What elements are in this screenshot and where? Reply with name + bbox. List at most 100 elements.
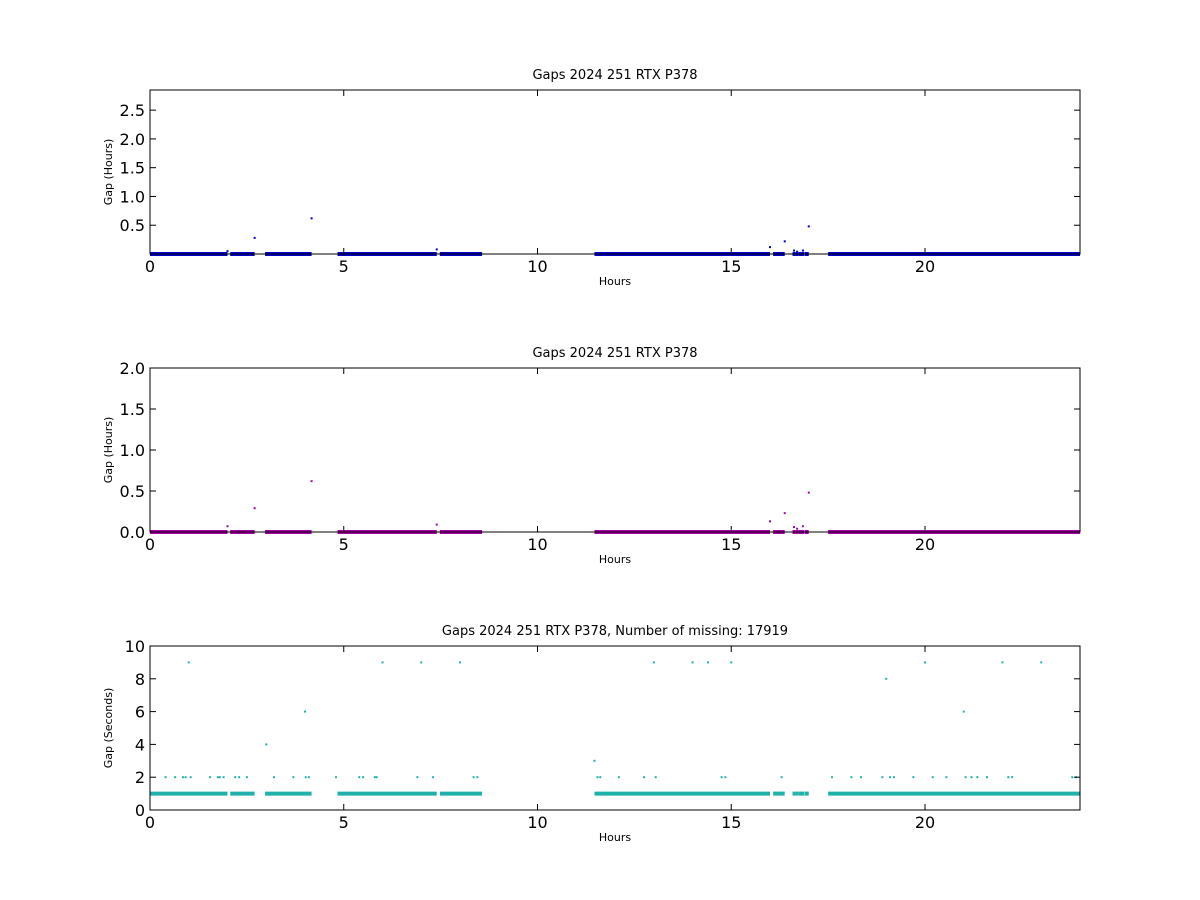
y-axis-label: Gap (Hours) (102, 139, 115, 206)
data-point (796, 250, 799, 253)
data-point (459, 661, 461, 664)
data-point (807, 491, 810, 494)
baseline-point (801, 791, 805, 796)
baseline-point (792, 791, 796, 796)
x-axis-label: Hours (599, 553, 631, 566)
x-axis-label: Hours (599, 831, 631, 844)
data-point (416, 776, 419, 779)
data-point (850, 776, 853, 779)
data-point (310, 217, 313, 220)
data-point (964, 776, 967, 779)
data-point (724, 776, 727, 779)
x-tick-label: 0 (145, 535, 155, 554)
data-point (730, 661, 733, 664)
data-point (593, 759, 596, 762)
y-tick-label: 0.5 (120, 482, 145, 501)
data-point (472, 776, 475, 779)
data-point (885, 677, 888, 680)
data-point (599, 776, 602, 779)
data-point (889, 776, 892, 779)
data-point (216, 776, 219, 779)
data-point (931, 776, 934, 779)
subplot-1: 0 5 10 15 20 0.5 1.0 1.5 2.0 2.5 Gaps 2024 251 RTX… (102, 68, 1081, 288)
y-tick-label: 1.0 (120, 441, 145, 460)
data-point (420, 661, 423, 664)
y-tick-label: 0.0 (120, 523, 145, 542)
data-point (381, 661, 384, 664)
data-point (358, 776, 361, 779)
baseline-point (798, 791, 802, 796)
x-tick-label: 5 (339, 535, 349, 554)
data-point (1011, 776, 1014, 779)
x-tick-label: 10 (527, 535, 547, 554)
x-axis-label: Hours (599, 275, 631, 288)
data-point (1007, 776, 1010, 779)
data-point (976, 776, 979, 779)
data-point (218, 776, 221, 779)
y-axis-label: Gap (Hours) (102, 417, 115, 484)
data-point (164, 776, 167, 779)
y-tick-label: 1.5 (120, 159, 145, 178)
data-point (643, 776, 646, 779)
data-point (174, 776, 177, 779)
data-point (265, 743, 268, 746)
data-point (253, 236, 256, 239)
data-point (783, 512, 786, 515)
data-point (209, 776, 212, 779)
chart-title: Gaps 2024 251 RTX P378 (532, 68, 697, 83)
data-point (304, 776, 307, 779)
data-point (245, 776, 248, 779)
data-point (189, 776, 192, 779)
subplot-3: 0 5 10 15 20 0 2 4 6 8 10 Gaps 2024 251 RTX P378, N… (102, 624, 1081, 844)
chart-title: Gaps 2024 251 RTX P378 (532, 346, 697, 361)
baseline-point (795, 791, 799, 796)
y-tick-label: 2.0 (120, 130, 145, 149)
data-point (226, 250, 229, 253)
chart-title: Gaps 2024 251 RTX P378, Number of missin… (442, 624, 788, 639)
data-point (807, 225, 810, 228)
x-tick-label: 15 (721, 813, 741, 832)
data-point (801, 249, 804, 252)
data-point (924, 661, 926, 664)
data-point (769, 246, 771, 249)
y-tick-label: 10 (125, 637, 145, 656)
data-point (860, 776, 863, 779)
data-point (652, 661, 655, 664)
y-tick-label: 8 (135, 670, 145, 689)
data-point (181, 776, 184, 779)
data-point (373, 776, 376, 779)
x-tick-label: 20 (915, 257, 935, 276)
data-point (720, 776, 723, 779)
data-point (691, 661, 694, 664)
data-point (253, 507, 256, 510)
axes-frame (149, 89, 1081, 255)
data-point (617, 776, 620, 779)
data-point (831, 776, 833, 779)
y-tick-label: 1.5 (120, 400, 145, 419)
data-point (1040, 661, 1043, 664)
y-tick-label: 6 (135, 703, 145, 722)
data-point (783, 240, 786, 243)
data-point (335, 776, 337, 779)
axes-frame (149, 645, 1081, 811)
data-point (310, 480, 313, 483)
x-tick-label: 5 (339, 257, 349, 276)
axes-frame (149, 367, 1081, 533)
y-tick-label: 0 (135, 801, 145, 820)
y-tick-label: 2.0 (120, 359, 145, 378)
data-point (793, 249, 796, 252)
y-tick-label: 4 (135, 735, 145, 754)
data-point (912, 776, 915, 779)
x-tick-label: 15 (721, 257, 741, 276)
data-point (362, 776, 365, 779)
data-point (476, 776, 479, 779)
data-point (435, 523, 438, 526)
data-point (184, 776, 187, 779)
data-point (307, 776, 310, 779)
y-axis-label: Gap (Seconds) (102, 688, 115, 769)
data-point (1001, 661, 1004, 664)
x-tick-label: 0 (145, 257, 155, 276)
data-point (304, 710, 306, 713)
data-point (801, 525, 804, 528)
